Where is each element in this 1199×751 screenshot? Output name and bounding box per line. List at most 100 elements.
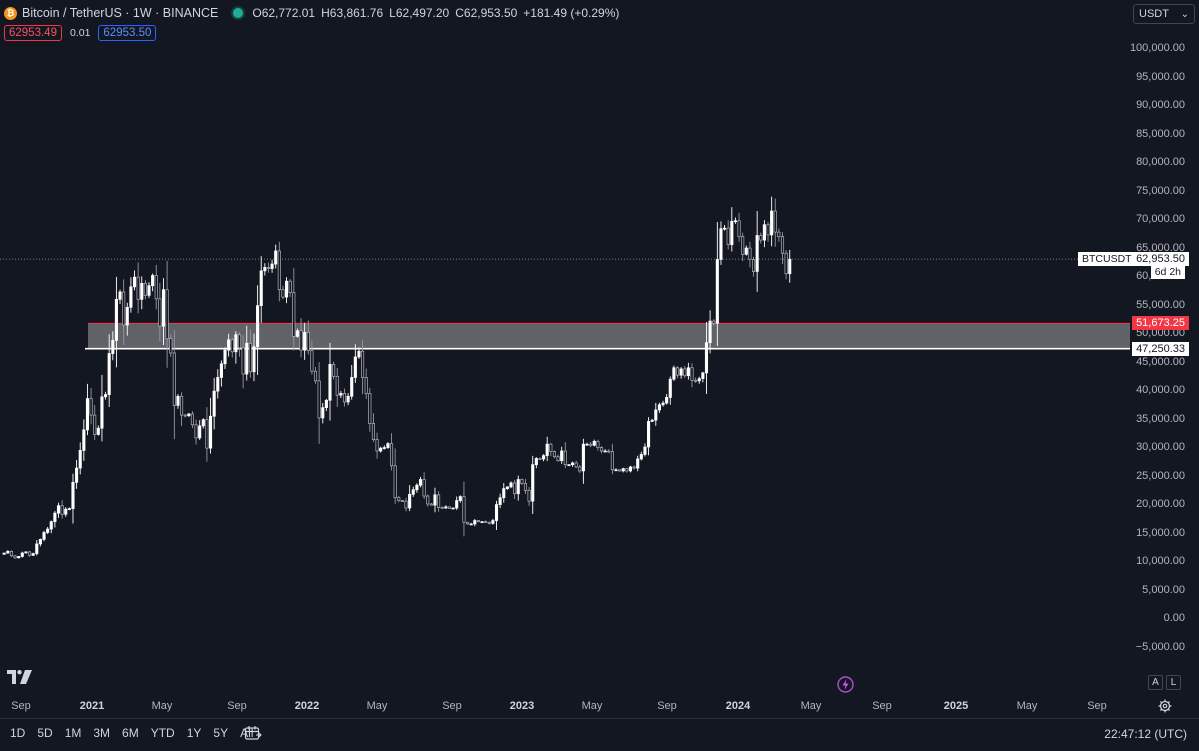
candle-body — [328, 364, 332, 401]
candle-body — [241, 347, 245, 375]
candle-body — [585, 443, 589, 446]
candle-body — [509, 482, 513, 488]
candle-body — [712, 320, 716, 324]
price-tick-label: 70,000.00 — [1136, 213, 1185, 225]
candle-body — [455, 500, 459, 509]
candle-body — [122, 291, 126, 326]
candle-body — [665, 397, 669, 404]
candle-body — [219, 363, 223, 378]
gear-icon[interactable] — [1158, 699, 1172, 713]
candle-body — [100, 396, 104, 429]
candle-body — [2, 552, 6, 555]
candle-body — [505, 486, 509, 489]
range-ytd-button[interactable]: YTD — [150, 726, 175, 740]
sell-button[interactable]: 62953.49 — [4, 25, 62, 41]
candle-body — [426, 495, 430, 505]
price-tick-label: 85,000.00 — [1136, 127, 1185, 140]
range-5d-button[interactable]: 5D — [37, 726, 53, 740]
candle-body — [147, 285, 151, 296]
candle-body — [129, 286, 133, 308]
candle-body — [538, 458, 542, 460]
symbol-title[interactable]: Bitcoin / TetherUS · 1W · BINANCE — [22, 6, 219, 20]
range-6m-button[interactable]: 6M — [122, 726, 139, 740]
market-status-icon[interactable] — [233, 8, 244, 18]
range-5y-button[interactable]: 5Y — [213, 726, 229, 740]
candle-body — [64, 508, 68, 515]
candle-body — [270, 263, 274, 269]
candle-body — [35, 543, 39, 554]
range-all-button[interactable]: All — [240, 726, 254, 740]
candle-body — [299, 330, 303, 351]
candle-body — [56, 505, 61, 514]
range-1y-button[interactable]: 1Y — [186, 726, 202, 740]
candle-body — [281, 289, 285, 298]
candle-body — [9, 550, 13, 557]
candle-body — [447, 506, 452, 509]
candle-body — [719, 228, 723, 260]
time-label: May — [800, 700, 822, 712]
candle-body — [375, 439, 379, 452]
candle-body — [379, 447, 383, 452]
candle-body — [42, 532, 46, 540]
candle-body — [610, 451, 614, 471]
candle-body — [404, 500, 408, 509]
time-label: Sep — [872, 700, 892, 712]
candle-body — [766, 224, 770, 236]
candle-body — [67, 508, 71, 510]
candle-body — [770, 210, 774, 236]
candle-body — [462, 496, 466, 523]
range-3m-button[interactable]: 3M — [93, 726, 111, 740]
support-resistance-zone — [88, 323, 1130, 349]
candle-body — [418, 479, 423, 486]
price-tick-label: 55,000.00 — [1136, 298, 1185, 311]
candle-body — [361, 350, 365, 378]
candle-body — [183, 414, 187, 417]
candle-body — [132, 276, 137, 288]
candle-body — [187, 413, 191, 417]
candle-body — [393, 465, 397, 499]
candle-body — [114, 299, 118, 341]
candle-body — [107, 353, 111, 395]
buy-button[interactable]: 62953.50 — [98, 25, 157, 41]
candle-body — [140, 283, 144, 300]
candle-body — [523, 483, 528, 491]
candle-body — [708, 320, 712, 344]
candle-body — [570, 462, 575, 466]
candle-body — [690, 367, 694, 381]
utc-clock[interactable]: 22:47:12 (UTC) — [1104, 727, 1187, 741]
currency-select[interactable]: USDT ⌄ — [1133, 4, 1195, 24]
candle-body — [154, 275, 158, 300]
candle-body — [755, 235, 759, 272]
candle-body — [549, 443, 553, 452]
candle-body — [704, 342, 709, 374]
candle-body — [773, 210, 777, 233]
candle-body — [632, 466, 636, 469]
tradingview-logo-icon[interactable] — [7, 670, 32, 684]
calendar-goto-icon[interactable] — [244, 725, 262, 741]
lightning-icon[interactable] — [837, 676, 854, 693]
candle-body — [636, 458, 640, 469]
price-tick-label: 75,000.00 — [1136, 184, 1185, 197]
price-tick-label: 45,000.00 — [1136, 355, 1185, 368]
candle-body — [256, 305, 260, 348]
time-axis[interactable]: Sep 2021 May Sep 2022 May Sep 2023 May S… — [0, 696, 1130, 716]
candlestick-chart[interactable] — [0, 0, 1130, 696]
candle-body — [364, 377, 368, 394]
candle-body — [556, 456, 560, 462]
candle-body — [527, 489, 531, 502]
candle-body — [96, 427, 100, 435]
candle-body — [628, 466, 633, 472]
range-1m-button[interactable]: 1M — [64, 726, 82, 740]
candle-body — [317, 380, 321, 419]
candle-body — [198, 425, 202, 439]
candle-body — [581, 443, 585, 472]
open-key: O — [252, 6, 262, 20]
auto-scale-button[interactable]: A — [1148, 675, 1163, 690]
candle-body — [85, 398, 90, 431]
candle-body — [303, 332, 307, 351]
log-scale-button[interactable]: L — [1166, 675, 1181, 690]
ohlc-values: O62,772.01 H63,861.76 L62,497.20 C62,953… — [252, 6, 619, 20]
candle-body — [104, 394, 108, 398]
candle-body — [788, 258, 792, 275]
range-1d-button[interactable]: 1D — [10, 726, 26, 740]
